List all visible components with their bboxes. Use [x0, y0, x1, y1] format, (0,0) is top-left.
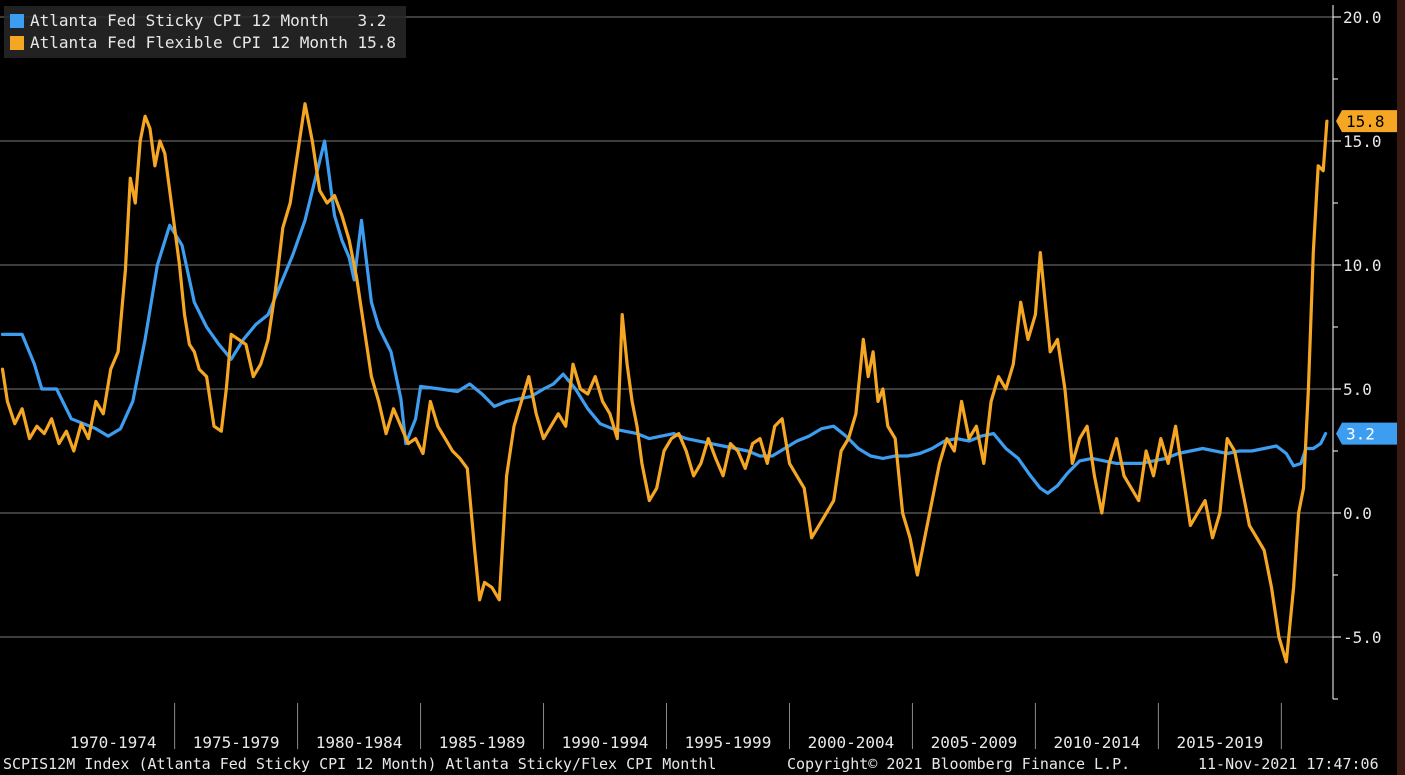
x-tick-label: 2015-2019 — [1177, 733, 1264, 752]
legend-value-sticky: 3.2 — [357, 11, 387, 30]
x-tick-label: 1985-1989 — [439, 733, 526, 752]
legend-label-sticky: Atlanta Fed Sticky CPI 12 Month — [30, 11, 329, 30]
y-tick-label: 15.0 — [1343, 132, 1382, 151]
x-axis: 1970-1974 1975-1979 1980-1984 1985-1989 1990… — [70, 703, 1282, 752]
series-line-flexible — [0, 102, 1329, 664]
footer-copyright: Copyright© 2021 Bloomberg Finance L.P. — [787, 755, 1131, 773]
series-lines — [0, 102, 1329, 664]
last-value-label-sticky: 3.2 — [1346, 425, 1375, 444]
last-value-tag-flexible — [1336, 110, 1398, 133]
window-edge — [1397, 0, 1405, 775]
x-tick-label: 1995-1999 — [685, 733, 772, 752]
last-value-tag-sticky — [1336, 422, 1398, 445]
y-tick-label: 0.0 — [1343, 504, 1372, 523]
right-axis: 20.0 15.0 10.0 5.0 0.0 -5.0 15.8 3.2 — [1332, 5, 1398, 700]
x-tick-label: 1980-1984 — [316, 733, 403, 752]
y-tick-label: -5.0 — [1343, 628, 1382, 647]
legend-item-flexible: Atlanta Fed Flexible CPI 12 Month 15.8 — [10, 32, 396, 54]
y-tick-label: 5.0 — [1343, 380, 1372, 399]
x-tick-label: 2005-2009 — [931, 733, 1018, 752]
y-tick-label: 20.0 — [1343, 8, 1382, 27]
footer-description: SCPIS12M Index (Atlanta Fed Sticky CPI 1… — [3, 755, 717, 773]
x-tick-label: 1970-1974 — [70, 733, 157, 752]
grid-lines — [0, 16, 1333, 638]
legend-item-sticky: Atlanta Fed Sticky CPI 12 Month 3.2 — [10, 10, 396, 32]
chart-footer: SCPIS12M Index (Atlanta Fed Sticky CPI 1… — [0, 752, 1405, 775]
series-line-sticky — [0, 139, 1328, 495]
legend-value-flexible: 15.8 — [357, 33, 397, 52]
x-tick-label: 2000-2004 — [808, 733, 895, 752]
legend-label-flexible: Atlanta Fed Flexible CPI 12 Month — [30, 33, 348, 52]
legend-swatch-flexible — [10, 36, 24, 50]
y-tick-label: 10.0 — [1343, 256, 1382, 275]
last-value-label-flexible: 15.8 — [1346, 112, 1385, 131]
x-tick-label: 1975-1979 — [193, 733, 280, 752]
chart-legend: Atlanta Fed Sticky CPI 12 Month 3.2 Atla… — [4, 6, 407, 58]
legend-swatch-sticky — [10, 14, 24, 28]
x-tick-label: 2010-2014 — [1054, 733, 1141, 752]
x-tick-label: 1990-1994 — [562, 733, 649, 752]
footer-timestamp: 11-Nov-2021 17:47:06 — [1198, 755, 1379, 773]
